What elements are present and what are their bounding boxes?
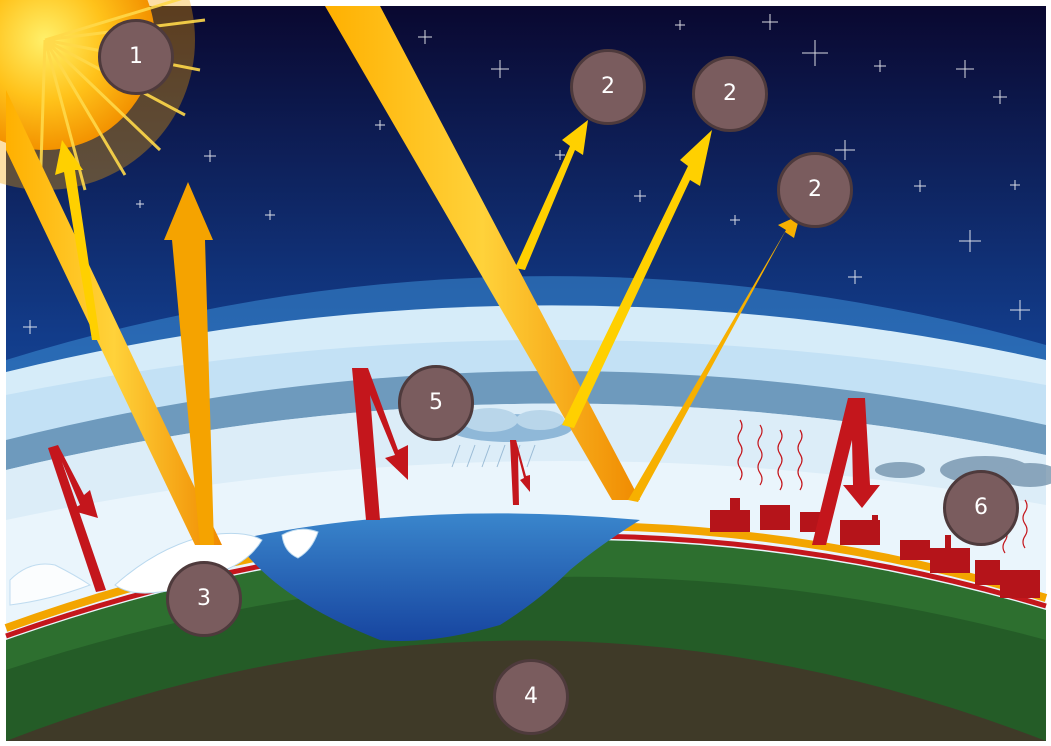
- marker-6-label: 6: [974, 495, 988, 520]
- marker-3: 3: [166, 561, 242, 637]
- stars: [23, 14, 1030, 334]
- marker-2-c-label: 2: [808, 177, 822, 202]
- marker-2-a-label: 2: [601, 74, 615, 99]
- marker-2-c: 2: [777, 152, 853, 228]
- marker-4-label: 4: [524, 684, 538, 709]
- marker-4: 4: [493, 659, 569, 735]
- marker-3-label: 3: [197, 586, 211, 611]
- incoming-solar-radiation: [6, 6, 640, 545]
- ocean: [235, 513, 640, 641]
- marker-1-label: 1: [129, 44, 143, 69]
- marker-2-a: 2: [570, 49, 646, 125]
- cloud: [448, 408, 572, 468]
- reflected-radiation: [55, 120, 800, 545]
- infrared-radiation: [48, 368, 880, 592]
- marker-1: 1: [98, 19, 174, 95]
- marker-2-b: 2: [692, 56, 768, 132]
- marker-5: 5: [398, 365, 474, 441]
- marker-6: 6: [943, 470, 1019, 546]
- marker-5-label: 5: [429, 390, 443, 415]
- marker-2-b-label: 2: [723, 81, 737, 106]
- greenhouse-gas-layer: [6, 371, 1046, 470]
- industry-skyline: [710, 498, 1040, 598]
